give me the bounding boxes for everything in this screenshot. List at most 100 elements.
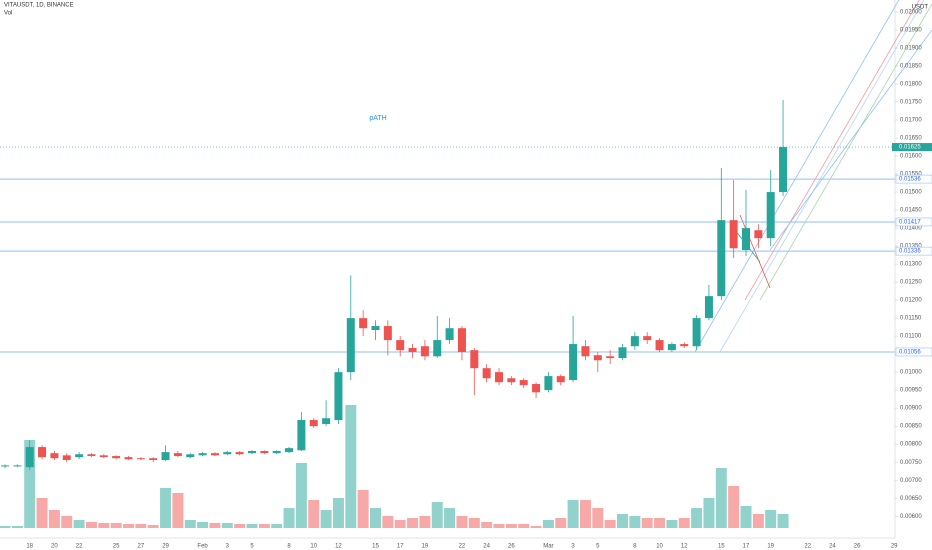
x-tick-label: 15	[372, 544, 379, 550]
y-tick-label: 0.00650	[900, 496, 922, 502]
level-label: 0.01536	[899, 177, 921, 183]
candle-body	[173, 453, 182, 457]
candle-body	[112, 456, 121, 459]
candle-body	[38, 447, 47, 458]
candle-body	[519, 380, 528, 386]
last-price-box	[892, 143, 932, 152]
currency-label: USDT	[912, 5, 929, 11]
candle-body	[371, 326, 380, 331]
volume-bar	[629, 516, 641, 528]
y-tick-label: 0.01000	[900, 370, 922, 376]
x-tick-label: 18	[26, 544, 33, 550]
volume-bar	[431, 502, 443, 528]
candle-body	[581, 346, 590, 357]
x-tick-label: 12	[335, 544, 342, 550]
candle-body	[779, 147, 788, 193]
candle-body	[742, 228, 750, 251]
volume-bar	[481, 522, 493, 528]
candle-body	[569, 344, 578, 381]
x-tick-label: 10	[656, 544, 663, 550]
y-tick-label: 0.01300	[900, 262, 922, 268]
last-price-label: 0.01625	[899, 145, 921, 151]
candle-body	[223, 452, 232, 455]
candle-body	[433, 340, 442, 357]
volume-bar	[666, 520, 678, 528]
volume-bar	[24, 440, 36, 528]
candle-body	[556, 376, 565, 383]
volume-bar	[444, 508, 456, 528]
x-tick-label: 15	[718, 544, 725, 550]
volume-bar	[357, 490, 369, 528]
volume-bar	[419, 516, 431, 528]
candle-body	[50, 453, 59, 459]
volume-bar	[370, 508, 381, 528]
volume-bar	[703, 498, 715, 528]
y-tick-label: 0.01700	[900, 118, 922, 124]
y-tick-label: 0.00900	[900, 406, 922, 412]
candle-body	[62, 455, 71, 461]
volume-bar	[777, 514, 789, 528]
level-label: 0.01056	[899, 350, 921, 356]
volume-bar	[641, 518, 653, 528]
volume-bar	[11, 526, 23, 528]
volume-bar	[209, 523, 221, 528]
volume-bar	[36, 498, 48, 528]
volume-bar	[246, 524, 258, 528]
volume-bar	[308, 500, 320, 528]
x-tick-label: 19	[422, 544, 429, 550]
x-tick-label: 19	[767, 544, 774, 550]
volume-bar	[295, 463, 307, 528]
candle-body	[359, 318, 368, 329]
candle-body	[87, 454, 96, 457]
candle-body	[124, 457, 133, 460]
y-tick-label: 0.01400	[900, 226, 922, 232]
volume-bar	[197, 522, 209, 528]
volume-bar	[678, 518, 690, 528]
pitchfork-median	[744, 0, 920, 301]
candle-body	[99, 455, 108, 458]
annotation: pATH	[369, 115, 386, 122]
x-tick-label: 3	[571, 544, 575, 550]
volume-bar	[691, 508, 703, 528]
y-tick-label: 0.01950	[900, 28, 922, 34]
volume-bar	[110, 523, 122, 528]
candle-body	[655, 340, 664, 351]
volume-bar	[320, 510, 332, 528]
volume-bar	[542, 520, 554, 528]
candle-body	[729, 220, 738, 249]
candle-body	[186, 454, 195, 458]
candle-body	[643, 336, 652, 341]
volume-bar	[172, 493, 184, 528]
volume-bar	[468, 518, 480, 528]
candle-body	[482, 368, 491, 379]
candle-body	[210, 453, 219, 456]
volume-bar	[518, 524, 530, 528]
volume-bar	[493, 524, 505, 528]
candle-body	[470, 350, 479, 369]
x-tick-label: Feb	[197, 544, 208, 550]
volume-bar	[135, 524, 147, 528]
candle-body	[198, 453, 207, 456]
level-label-box	[895, 217, 932, 227]
volume-bar	[123, 524, 134, 528]
candle-body	[717, 220, 726, 297]
volume-bar	[345, 405, 357, 528]
candle-body	[667, 344, 676, 351]
volume-bar	[184, 520, 196, 528]
y-tick-label: 0.00600	[900, 514, 922, 520]
y-tick-label: 0.00850	[900, 424, 922, 430]
y-tick-label: 0.01550	[900, 172, 922, 178]
x-tick-label: 25	[113, 544, 120, 550]
volume-bar	[654, 518, 666, 528]
level-label: 0.01417	[899, 220, 921, 226]
x-tick-label: 17	[397, 544, 404, 550]
volume-bar	[407, 518, 419, 528]
x-tick-label: 26	[508, 544, 515, 550]
volume-bar	[567, 500, 579, 528]
candle-body	[272, 451, 281, 454]
pitchfork-line	[769, 29, 932, 251]
volume-bar	[394, 520, 406, 528]
volume-bar	[221, 523, 233, 528]
x-tick-label: Mar	[543, 544, 553, 550]
